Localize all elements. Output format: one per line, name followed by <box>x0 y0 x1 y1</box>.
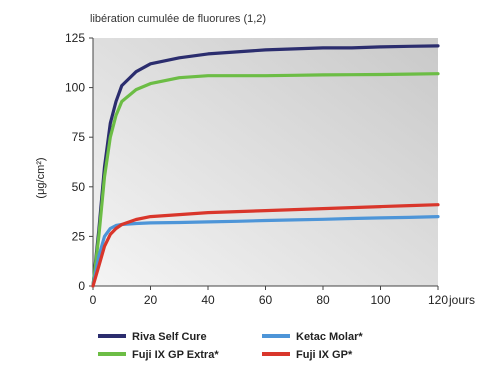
legend-label-fuji-ix-gp-extra: Fuji IX GP Extra* <box>132 349 219 361</box>
series-line-ketac-molar <box>91 215 440 288</box>
x-tick-label: 120 <box>428 293 448 307</box>
y-tick-label: 125 <box>65 31 85 45</box>
x-tick-label: 60 <box>259 293 273 307</box>
y-axis-ticks: 0 25 50 75 100 125 <box>65 31 93 293</box>
x-tick-label: 80 <box>316 293 330 307</box>
x-axis-ticks: 0 20 40 60 80 100 120 jours <box>90 286 475 307</box>
y-tick-label: 100 <box>65 81 85 95</box>
series-line-riva-self-cure <box>91 44 440 288</box>
y-tick-label: 50 <box>72 180 86 194</box>
x-tick-label: 0 <box>90 293 97 307</box>
legend-label-riva-self-cure: Riva Self Cure <box>132 331 207 343</box>
x-tick-label: 40 <box>201 293 215 307</box>
legend-label-ketac-molar: Ketac Molar* <box>296 331 363 343</box>
series-lines <box>91 44 440 288</box>
chart-title: libération cumulée de fluorures (1,2) <box>90 13 266 25</box>
plot-area <box>93 38 438 286</box>
y-axis-label: (μg/cm²) <box>35 157 47 198</box>
x-tick-label: 100 <box>370 293 390 307</box>
x-unit-label: jours <box>448 293 475 307</box>
x-tick-label: 20 <box>144 293 158 307</box>
y-tick-label: 0 <box>78 279 85 293</box>
legend: Riva Self Cure Ketac Molar* Fuji IX GP Ext… <box>98 331 363 361</box>
y-tick-label: 75 <box>72 130 86 144</box>
series-line-fuji-ix-gp-extra <box>91 72 440 288</box>
legend-label-fuji-ix-gp: Fuji IX GP* <box>296 349 353 361</box>
y-tick-label: 25 <box>72 229 86 243</box>
series-line-fuji-ix-gp <box>91 203 440 288</box>
